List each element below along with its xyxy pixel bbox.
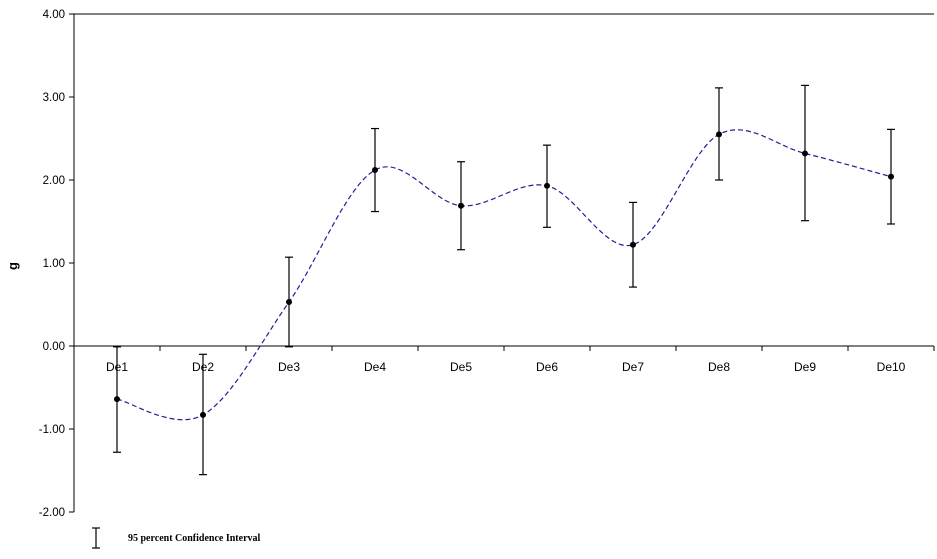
x-tick-label: De8 [708,360,730,374]
y-tick-label: -2.00 [39,507,65,519]
x-tick-label: De6 [536,360,558,374]
x-tick-label: De9 [794,360,816,374]
data-point [630,241,636,248]
data-point [114,396,120,403]
y-axis-label: g [5,262,20,270]
y-tick-label: -1.00 [39,424,65,436]
data-point [544,182,550,189]
x-tick-label: De5 [450,360,472,374]
x-tick-label: De10 [877,360,906,374]
data-point [286,299,292,306]
x-tick-label: De3 [278,360,300,374]
data-point [458,202,464,209]
legend-label: 95 percent Confidence Interval [128,532,261,544]
y-tick-label: 4.00 [43,9,65,21]
data-point [802,150,808,157]
data-point [888,173,894,180]
legend: 95 percent Confidence Interval [88,525,260,551]
x-tick-label: De7 [622,360,644,374]
y-tick-label: 3.00 [43,92,65,104]
data-point [372,167,378,174]
data-point [200,411,206,418]
data-point [716,131,722,138]
error-bar-legend-icon [92,527,100,549]
y-tick-label: 1.00 [43,258,65,270]
x-tick-label: De4 [364,360,386,374]
y-tick-label: 2.00 [43,175,65,187]
series-line [116,129,892,421]
y-tick-label: 0.00 [43,341,65,353]
